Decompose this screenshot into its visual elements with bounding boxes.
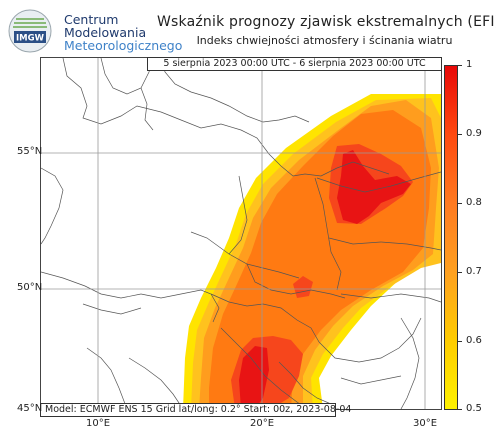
coastline-black-sea <box>400 317 420 409</box>
country-borders <box>41 58 441 409</box>
colorbar-label-1: 1 <box>466 59 473 70</box>
border-romania <box>318 317 422 363</box>
border-ukraine <box>340 293 441 303</box>
efi-contour-1-0-south <box>239 346 269 409</box>
border-belarus <box>328 237 441 251</box>
map-subtitle: Indeks chwiejności atmosfery i ścinania … <box>196 34 453 47</box>
latitude-label-45: 45°N <box>17 403 43 414</box>
coastline-italy <box>86 347 128 409</box>
border-denmark <box>140 87 154 131</box>
border-slovakia <box>246 263 346 299</box>
efi-map-canvas <box>41 58 441 409</box>
border-hungary <box>210 293 320 343</box>
longitude-label-30: 30°E <box>413 418 438 429</box>
longitude-label-20: 20°E <box>250 418 275 429</box>
border-austria <box>140 289 220 323</box>
colorbar-label-0-8: 0.8 <box>466 197 482 208</box>
colorbar-tick <box>458 134 462 135</box>
border-balkans <box>220 327 308 409</box>
colorbar-tick <box>458 203 462 204</box>
efi-map <box>40 57 442 410</box>
border-serbia <box>278 361 332 405</box>
efi-contour-1-0 <box>337 150 411 224</box>
colorbar-label-0-7: 0.7 <box>466 266 482 277</box>
colorbar-tick <box>458 341 462 342</box>
latitude-label-55: 55°N <box>17 146 43 157</box>
latitude-label-50: 50°N <box>17 282 43 293</box>
org-line-3: Meteorologicznego <box>64 38 183 53</box>
colorbar-label-0-5: 0.5 <box>466 403 482 414</box>
border-switzerland <box>82 303 142 315</box>
coastline-adriatic <box>128 357 184 409</box>
border-baltic-states <box>316 171 441 193</box>
organization-name: Centrum Modelowania Meteorologicznego <box>64 13 182 52</box>
efi-contours <box>183 94 441 409</box>
graticule <box>41 58 441 409</box>
colorbar-tick <box>458 409 462 410</box>
colorbar-tick <box>458 65 462 66</box>
longitude-label-10: 10°E <box>86 418 111 429</box>
org-line-2: Modelowania <box>64 25 147 40</box>
coastline-scandinavia <box>100 58 154 95</box>
org-line-1: Centrum <box>64 12 119 27</box>
model-info: Model: ECMWF ENS 15 Grid lat/long: 0.2° … <box>40 403 351 417</box>
logo-badge-text: IMGW <box>16 34 45 44</box>
coastline-north <box>62 58 390 177</box>
coastline-baltic <box>160 58 310 123</box>
border-bulgaria <box>340 375 402 385</box>
border-germany-poland <box>228 175 248 255</box>
colorbar-label-0-9: 0.9 <box>466 128 482 139</box>
efi-colorbar <box>444 65 458 410</box>
border-poland-east <box>314 177 342 291</box>
colorbar-tick <box>458 272 462 273</box>
border-france <box>41 271 142 299</box>
forecast-date-range: 5 sierpnia 2023 00:00 UTC - 6 sierpnia 2… <box>147 57 442 71</box>
coastline-west <box>41 167 64 245</box>
imgw-logo-icon: IMGW <box>8 9 52 53</box>
map-title: Wskaźnik prognozy zjawisk ekstremalnych … <box>157 14 496 30</box>
colorbar-label-0-6: 0.6 <box>466 335 482 346</box>
